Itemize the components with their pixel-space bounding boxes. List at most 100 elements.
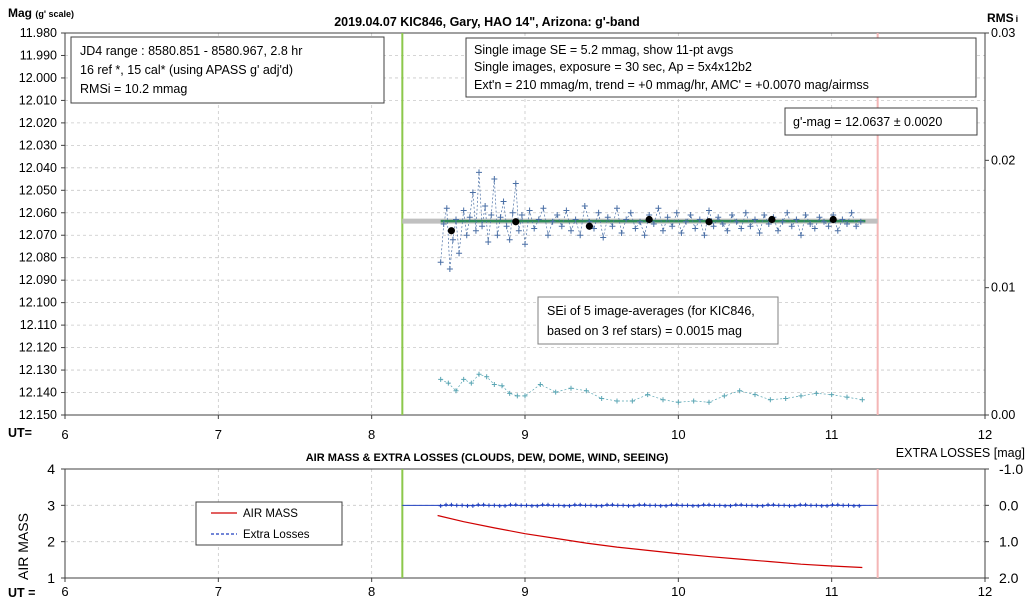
bottom-chart-title: AIR MASS & EXTRA LOSSES (CLOUDS, DEW, DO… — [306, 452, 669, 464]
top-y-tick-label: 12.120 — [19, 341, 57, 355]
single-image-point — [660, 227, 666, 234]
extra-losses-point — [808, 503, 813, 508]
single-image-point — [857, 218, 864, 225]
extra-losses-point — [508, 502, 513, 507]
rms-point — [783, 395, 789, 401]
extra-losses-point — [685, 503, 690, 508]
single-image-point — [453, 216, 459, 223]
extra-losses-point — [572, 502, 577, 507]
bottom-chart-marks — [401, 469, 879, 578]
extra-losses-point — [669, 502, 674, 507]
extra-losses-point — [605, 502, 610, 507]
single-image-point — [614, 205, 620, 212]
info-right-line-2: Single images, exposure = 30 sec, Ap = 5… — [474, 60, 752, 74]
extra-losses-point — [492, 503, 497, 508]
top-y-tick-label: 12.080 — [19, 251, 57, 265]
single-image-point — [558, 223, 565, 230]
rms-point — [614, 398, 620, 404]
rms-point — [453, 388, 459, 394]
extra-losses-point — [653, 503, 658, 508]
rms-point — [499, 383, 505, 389]
top-y2-tick-label: 0.00 — [991, 408, 1015, 422]
rms-point — [691, 398, 697, 404]
single-image-point — [503, 223, 510, 230]
bottom-y-tick-label: 1 — [47, 570, 55, 586]
rms-point — [706, 399, 712, 405]
single-image-point — [446, 265, 453, 272]
extra-losses-point — [723, 503, 728, 508]
extra-losses-point — [503, 503, 508, 508]
single-image-point — [678, 229, 685, 236]
single-image-point — [572, 216, 579, 223]
extra-losses-point — [674, 502, 679, 507]
bottom-y2-axis-label: EXTRA LOSSES [mag] — [896, 446, 1025, 460]
extra-losses-point — [680, 503, 685, 508]
top-y-tick-label: 12.010 — [19, 93, 57, 107]
top-x-tick-label: 12 — [978, 427, 992, 442]
top-x-tick-label: 7 — [215, 427, 222, 442]
single-image-point — [747, 223, 754, 230]
rms-point — [737, 388, 743, 394]
single-image-point — [600, 234, 607, 241]
single-image-point — [488, 212, 495, 219]
rms-point — [491, 381, 497, 387]
top-y-tick-label: 12.020 — [19, 116, 57, 130]
single-image-point — [443, 205, 450, 212]
bottom-x-tick-label: 12 — [978, 584, 992, 599]
rms-point — [568, 385, 574, 391]
sei-line-1: SEi of 5 image-averages (for KIC846, — [547, 304, 755, 318]
extra-losses-point — [744, 503, 749, 508]
extra-losses-point — [476, 502, 481, 507]
single-image-point — [463, 232, 470, 239]
top-chart-title: 2019.04.07 KIC846, Gary, HAO 14", Arizon… — [334, 15, 640, 29]
extra-losses-point — [739, 502, 744, 507]
extra-losses-point — [460, 503, 465, 508]
info-left-line-2: 16 ref *, 15 cal* (using APASS g' adj'd) — [80, 63, 293, 77]
single-image-point — [554, 212, 561, 219]
bottom-x-tick-label: 10 — [671, 584, 685, 599]
single-image-point — [765, 221, 772, 227]
single-image-point — [821, 218, 827, 225]
single-image-point — [825, 223, 832, 230]
single-image-point — [779, 218, 786, 225]
top-y-tick-label: 11.980 — [20, 26, 57, 40]
top-y-tick-label: 12.000 — [19, 71, 57, 85]
top-x-tick-label: 10 — [671, 427, 685, 442]
extra-losses-point — [733, 502, 738, 507]
average-point — [447, 227, 455, 235]
extra-losses-point — [717, 503, 722, 508]
top-y-tick-label: 12.100 — [19, 296, 57, 310]
extra-losses-point — [658, 503, 663, 508]
bottom-y2-tick-label: 2.0 — [999, 570, 1019, 586]
extra-losses-point — [760, 503, 765, 508]
top-y-tick-label: 12.130 — [19, 363, 57, 377]
single-image-point — [706, 207, 712, 214]
rms-point — [752, 392, 758, 398]
extra-losses-point — [857, 503, 862, 508]
extra-losses-point — [486, 503, 491, 508]
extra-losses-point — [851, 503, 856, 508]
rms-point — [468, 380, 474, 386]
single-image-point — [497, 214, 504, 221]
extra-losses-point — [556, 503, 561, 508]
top-y2-tick-label: 0.01 — [991, 281, 1015, 295]
extra-losses-point — [529, 503, 534, 508]
single-image-point — [472, 227, 479, 234]
info-left-line-1: JD4 range : 8580.851 - 8580.967, 2.8 hr — [80, 44, 302, 58]
extra-losses-point — [712, 503, 717, 508]
top-y-tick-label: 11.990 — [20, 48, 57, 62]
single-image-point — [595, 209, 602, 216]
sei-line-2: based on 3 ref stars) = 0.0015 mag — [547, 324, 742, 338]
info-right-line-1: Single image SE = 5.2 mmag, show 11-pt a… — [474, 43, 733, 57]
extra-losses-point — [578, 502, 583, 507]
average-point — [768, 215, 776, 224]
extra-losses-point — [771, 502, 776, 507]
extra-losses-point — [481, 502, 486, 507]
single-image-point — [522, 241, 528, 248]
single-image-point — [568, 227, 574, 234]
single-image-point — [784, 209, 791, 216]
single-image-point — [853, 223, 860, 230]
single-image-point — [581, 203, 588, 210]
single-image-point — [479, 223, 486, 230]
rms-point — [859, 397, 865, 403]
